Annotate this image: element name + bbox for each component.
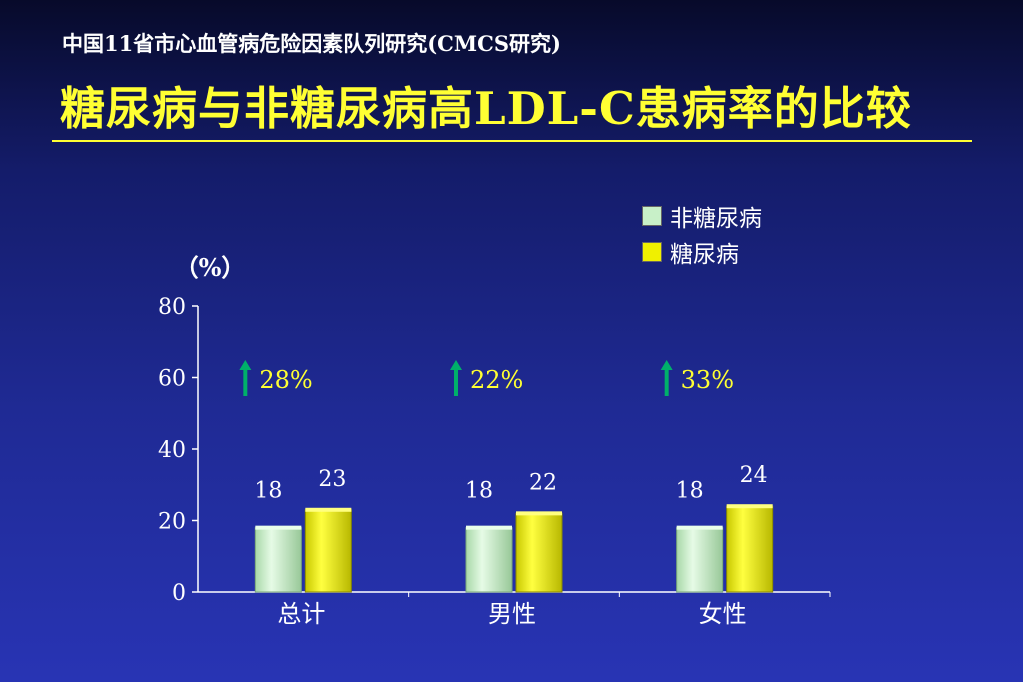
bar-cap-0-0 [255,525,302,530]
data-label-1-2: 24 [740,463,768,488]
bar-cap-1-1 [516,511,562,516]
slide-subtitle: 中国11省市心血管病危险因素队列研究(CMCS研究) [62,31,561,56]
bar-1-0 [304,509,352,593]
legend-item-diabetes: 糖尿病 [642,234,762,270]
data-label-0-0: 18 [254,479,282,504]
legend-item-non-diabetes: 非糖尿病 [642,198,762,234]
y-tick-label-4: 80 [158,295,186,320]
bar-cap-0-1 [466,525,512,530]
y-tick-label-3: 60 [158,367,186,392]
data-label-0-1: 18 [465,479,493,504]
bar-1-1 [515,512,563,593]
slide-title: 糖尿病与非糖尿病高LDL-C患病率的比较 [60,82,912,135]
increase-arrow-head-2 [660,360,673,370]
y-axis-label: （%） [175,253,246,282]
x-tick-label-1: 男性 [488,600,536,628]
bar-cap-1-0 [305,507,352,512]
title-underline [52,140,972,142]
increase-label-2: 33% [681,366,734,394]
bar-0-0 [254,527,302,593]
bar-1-2 [726,505,774,593]
y-tick-label-0: 0 [172,581,186,606]
legend-label-non-diabetes: 非糖尿病 [670,206,762,232]
x-tick-label-2: 女性 [699,600,747,628]
legend-swatch-diabetes [642,242,662,262]
legend-label-diabetes: 糖尿病 [670,242,739,268]
y-tick-label-1: 20 [158,510,186,535]
bar-cap-0-2 [676,525,723,530]
increase-label-0: 28% [259,366,312,394]
data-label-1-1: 22 [529,470,557,495]
y-tick-label-2: 40 [158,438,186,463]
legend-swatch-non-diabetes [642,206,662,226]
bar-0-1 [465,527,513,593]
data-label-0-2: 18 [676,479,704,504]
chart-legend: 非糖尿病 糖尿病 [642,198,762,270]
increase-label-1: 22% [470,366,523,394]
increase-arrow-head-0 [239,360,252,370]
data-label-1-0: 23 [318,467,346,492]
bar-0-2 [676,527,724,593]
x-tick-label-0: 总计 [277,600,325,628]
increase-arrow-head-1 [450,360,462,370]
bar-cap-1-2 [726,504,773,509]
